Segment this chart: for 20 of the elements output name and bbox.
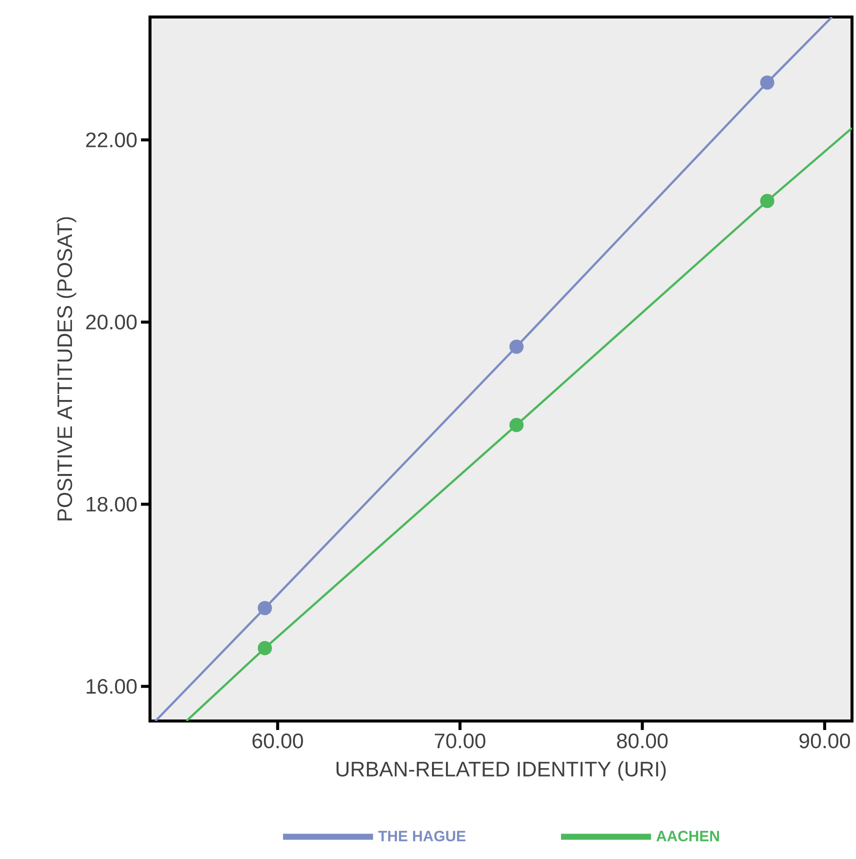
y-tick-label: 22.00: [86, 132, 137, 148]
line-series: [185, 126, 852, 721]
y-tick-label: 16.00: [86, 678, 137, 694]
point: [760, 194, 774, 208]
line-series: [154, 16, 834, 721]
point: [760, 75, 774, 90]
text: AACHEN: [656, 830, 719, 842]
x-tick-label: 70.00: [434, 734, 486, 748]
y-tick-label: 18.00: [86, 496, 137, 512]
point: [509, 340, 524, 354]
x-tick-label: 60.00: [252, 734, 303, 748]
y-axis-title: POSITIVE ATTITUDES (POSAT): [56, 217, 76, 520]
y-tick-label: 20.00: [86, 314, 137, 330]
point: [258, 600, 272, 616]
point: [258, 641, 272, 656]
text: THE HAGUE: [378, 830, 466, 842]
x-axis-title: URBAN-RELATED IDENTITY (URI): [336, 761, 666, 781]
point: [509, 418, 524, 432]
x-tick-label: 80.00: [617, 734, 668, 748]
x-tick-label: 90.00: [799, 734, 850, 748]
